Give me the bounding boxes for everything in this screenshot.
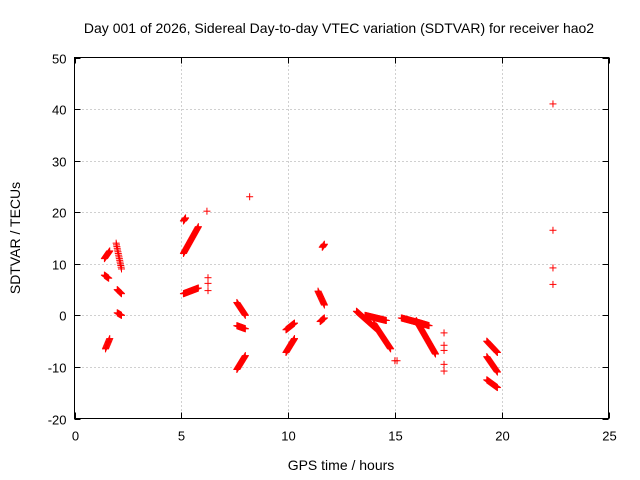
data-point (425, 322, 433, 330)
data-point (493, 348, 501, 356)
data-point (194, 284, 202, 292)
y-tick-label: 30 (52, 155, 66, 170)
data-point (241, 311, 249, 319)
data-point (203, 207, 211, 215)
data-point (320, 301, 328, 309)
plot-frame (74, 57, 609, 419)
data-point (320, 240, 328, 248)
data-point (194, 223, 202, 231)
y-tick-label: 40 (52, 103, 66, 118)
data-point (440, 346, 448, 354)
data-point (106, 335, 114, 343)
data-point (440, 367, 448, 375)
x-tick-label: 20 (495, 429, 509, 444)
data-point (117, 311, 125, 319)
x-tick-label: 5 (178, 429, 185, 444)
chart-title: Day 001 of 2026, Sidereal Day-to-day VTE… (84, 20, 594, 36)
data-points (100, 100, 557, 392)
data-point (291, 319, 299, 327)
data-point (106, 247, 114, 255)
data-point (320, 314, 328, 322)
y-tick-label: 0 (59, 309, 66, 324)
y-axis-label: SDTVAR / TECUs (7, 182, 23, 294)
x-tick-label: 0 (72, 429, 79, 444)
data-point (182, 214, 190, 222)
data-point (493, 368, 501, 376)
data-point (382, 317, 390, 325)
grid-lines (74, 57, 609, 419)
data-point (440, 360, 448, 368)
data-point (105, 274, 113, 282)
y-tick-label: 20 (52, 206, 66, 221)
data-point (431, 350, 439, 358)
data-point (493, 384, 501, 392)
data-point (393, 357, 401, 365)
data-point (204, 287, 212, 295)
data-point (204, 279, 212, 287)
data-point (117, 265, 125, 273)
x-tick-label: 25 (602, 429, 616, 444)
data-point (549, 226, 557, 234)
data-point (117, 290, 125, 298)
y-tick-label: -20 (48, 413, 67, 428)
y-tick-label: 10 (52, 258, 66, 273)
x-axis-label: GPS time / hours (288, 457, 395, 473)
data-point (241, 325, 249, 333)
data-point (241, 352, 249, 360)
data-point (246, 193, 254, 201)
y-tick-label: -10 (48, 361, 67, 376)
data-point (440, 329, 448, 337)
data-point (549, 280, 557, 288)
data-point (549, 100, 557, 108)
y-tick-label: 50 (52, 52, 66, 67)
x-tick-label: 15 (388, 429, 402, 444)
axis-ticks: 0 5 10 15 20 25 -20 -10 0 10 20 30 40 50 (48, 52, 617, 444)
x-tick-label: 10 (281, 429, 295, 444)
data-point (387, 345, 395, 353)
data-point (549, 264, 557, 272)
data-point (291, 335, 299, 343)
